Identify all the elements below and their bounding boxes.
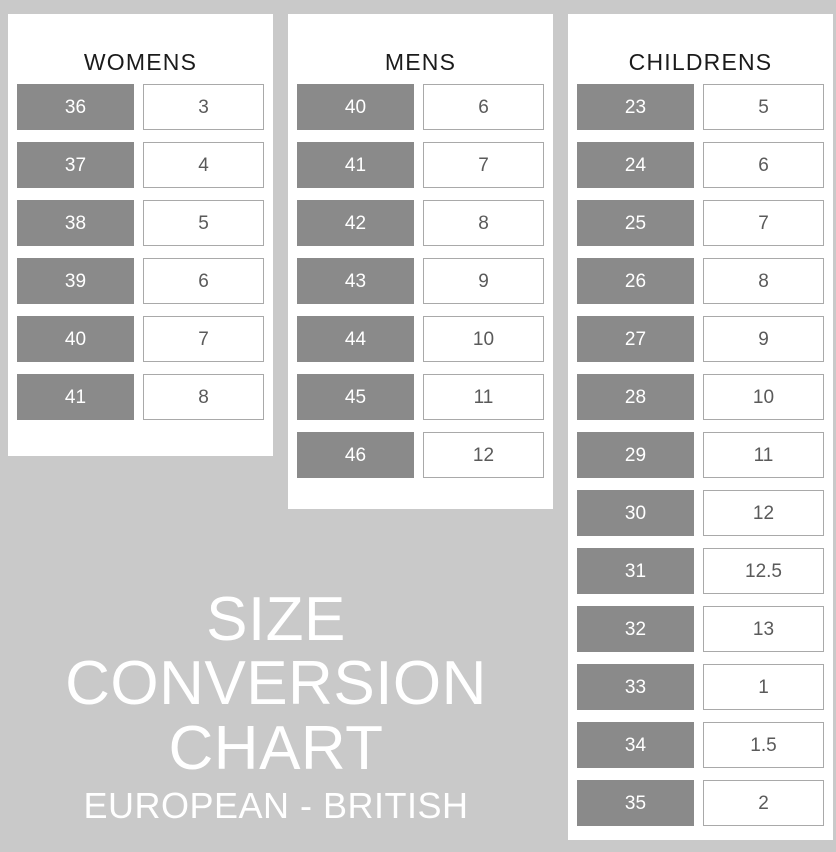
cell-british-size: 7 (703, 200, 824, 246)
size-row: 36 3 (17, 84, 264, 130)
panel-womens: WOMENS 36 3 37 4 38 5 39 6 40 7 41 8 (8, 14, 273, 456)
cell-british-size: 8 (703, 258, 824, 304)
cell-british-size: 7 (423, 142, 544, 188)
cell-british-size: 13 (703, 606, 824, 652)
cell-british-size: 6 (143, 258, 264, 304)
cell-british-size: 12 (423, 432, 544, 478)
cell-european-size: 24 (577, 142, 694, 188)
title-block: SIZE CONVERSION CHART EUROPEAN - BRITISH (0, 585, 552, 828)
cell-european-size: 46 (297, 432, 414, 478)
size-row: 45 11 (297, 374, 544, 420)
size-row: 23 5 (577, 84, 824, 130)
size-row: 40 6 (297, 84, 544, 130)
cell-european-size: 35 (577, 780, 694, 826)
page-title-line2: CHART (168, 713, 384, 783)
page-subtitle: EUROPEAN - BRITISH (83, 785, 469, 827)
cell-british-size: 5 (703, 84, 824, 130)
cell-british-size: 1 (703, 664, 824, 710)
cell-british-size: 11 (703, 432, 824, 478)
size-row: 44 10 (297, 316, 544, 362)
page-title-line1: SIZE CONVERSION (65, 585, 487, 719)
cell-european-size: 27 (577, 316, 694, 362)
cell-european-size: 31 (577, 548, 694, 594)
cell-european-size: 30 (577, 490, 694, 536)
cell-british-size: 11 (423, 374, 544, 420)
cell-british-size: 3 (143, 84, 264, 130)
size-row: 40 7 (17, 316, 264, 362)
cell-european-size: 32 (577, 606, 694, 652)
cell-european-size: 41 (297, 142, 414, 188)
panel-mens: MENS 40 6 41 7 42 8 43 9 44 10 45 11 46 12 (288, 14, 553, 509)
cell-british-size: 10 (703, 374, 824, 420)
cell-european-size: 36 (17, 84, 134, 130)
size-row: 42 8 (297, 200, 544, 246)
cell-european-size: 44 (297, 316, 414, 362)
panel-title-womens: WOMENS (83, 49, 198, 75)
cell-british-size: 5 (143, 200, 264, 246)
cell-british-size: 9 (423, 258, 544, 304)
cell-british-size: 2 (703, 780, 824, 826)
cell-european-size: 34 (577, 722, 694, 768)
rows-childrens: 23 5 24 6 25 7 26 8 27 9 28 10 29 11 30 12 31 12.5 32 13 33 1… (568, 84, 833, 826)
cell-european-size: 23 (577, 84, 694, 130)
cell-european-size: 43 (297, 258, 414, 304)
size-row: 35 2 (577, 780, 824, 826)
size-row: 31 12.5 (577, 548, 824, 594)
cell-british-size: 8 (143, 374, 264, 420)
panel-title-childrens: CHILDRENS (628, 49, 773, 75)
cell-european-size: 39 (17, 258, 134, 304)
size-row: 27 9 (577, 316, 824, 362)
cell-british-size: 6 (423, 84, 544, 130)
cell-british-size: 12.5 (703, 548, 824, 594)
rows-womens: 36 3 37 4 38 5 39 6 40 7 41 8 (8, 84, 273, 420)
cell-british-size: 6 (703, 142, 824, 188)
size-row: 29 11 (577, 432, 824, 478)
size-row: 38 5 (17, 200, 264, 246)
size-row: 25 7 (577, 200, 824, 246)
cell-british-size: 7 (143, 316, 264, 362)
cell-european-size: 26 (577, 258, 694, 304)
cell-british-size: 12 (703, 490, 824, 536)
cell-european-size: 45 (297, 374, 414, 420)
size-row: 24 6 (577, 142, 824, 188)
size-row: 43 9 (297, 258, 544, 304)
size-row: 46 12 (297, 432, 544, 478)
size-row: 26 8 (577, 258, 824, 304)
cell-european-size: 40 (17, 316, 134, 362)
cell-european-size: 29 (577, 432, 694, 478)
size-row: 37 4 (17, 142, 264, 188)
cell-british-size: 10 (423, 316, 544, 362)
cell-british-size: 8 (423, 200, 544, 246)
cell-european-size: 41 (17, 374, 134, 420)
size-row: 39 6 (17, 258, 264, 304)
size-row: 41 7 (297, 142, 544, 188)
size-row: 41 8 (17, 374, 264, 420)
panel-childrens: CHILDRENS 23 5 24 6 25 7 26 8 27 9 28 10 29 11 30 12 31 1… (568, 14, 833, 840)
cell-british-size: 4 (143, 142, 264, 188)
cell-european-size: 33 (577, 664, 694, 710)
size-row: 28 10 (577, 374, 824, 420)
cell-british-size: 1.5 (703, 722, 824, 768)
cell-european-size: 42 (297, 200, 414, 246)
cell-british-size: 9 (703, 316, 824, 362)
panel-title-mens: MENS (384, 49, 457, 75)
size-row: 30 12 (577, 490, 824, 536)
size-row: 32 13 (577, 606, 824, 652)
cell-european-size: 37 (17, 142, 134, 188)
cell-european-size: 28 (577, 374, 694, 420)
size-row: 34 1.5 (577, 722, 824, 768)
cell-european-size: 38 (17, 200, 134, 246)
rows-mens: 40 6 41 7 42 8 43 9 44 10 45 11 46 12 (288, 84, 553, 478)
cell-european-size: 25 (577, 200, 694, 246)
size-row: 33 1 (577, 664, 824, 710)
cell-european-size: 40 (297, 84, 414, 130)
